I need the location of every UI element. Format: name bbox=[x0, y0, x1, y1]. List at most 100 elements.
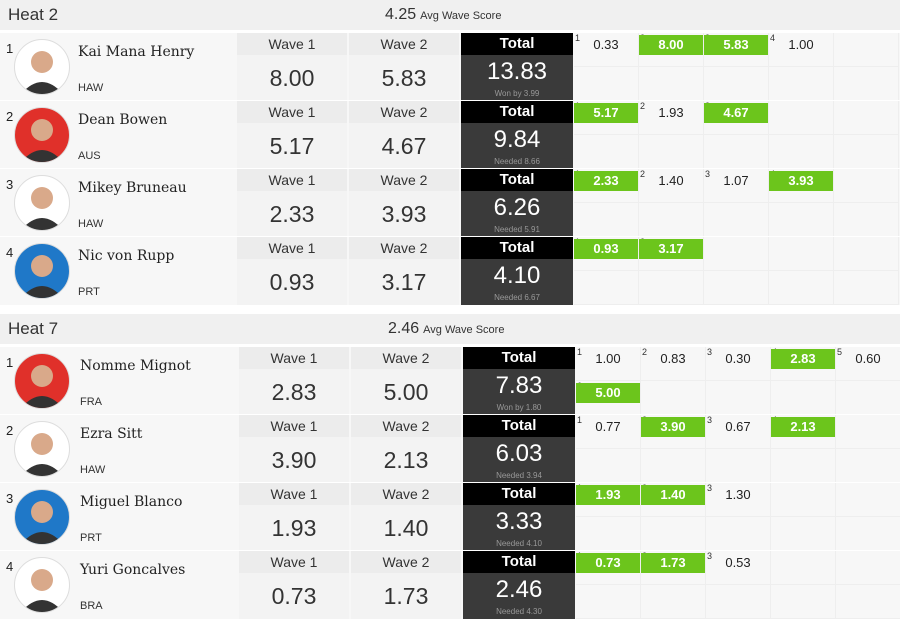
wave-number: 3 bbox=[707, 415, 713, 425]
wave-cell: 1 1.00 bbox=[576, 347, 641, 381]
wave-label: Wave 2 bbox=[351, 415, 461, 437]
wave-cell bbox=[769, 237, 834, 271]
wave-cell bbox=[836, 483, 900, 517]
total-box: 7.83 Won by 1.80 bbox=[463, 369, 575, 415]
wave-cell bbox=[771, 551, 836, 585]
wave: 0.67 bbox=[725, 419, 751, 434]
wave-number: 2 bbox=[640, 101, 646, 111]
counted-wave: 1.40 bbox=[641, 485, 705, 505]
wave: 1.30 bbox=[725, 487, 751, 502]
wave-cell bbox=[641, 449, 706, 483]
wave-number: 1 bbox=[575, 33, 581, 43]
total-note: Needed 8.66 bbox=[494, 157, 540, 166]
wave-cell: 3 0.53 bbox=[706, 551, 771, 585]
rank: 4 bbox=[6, 245, 14, 260]
wave-cell: 5 0.60 bbox=[836, 347, 900, 381]
surfer-row: 3 Mikey Bruneau HAW Wave 1 2.33 Wave 2 3.93 Tot… bbox=[0, 168, 900, 237]
wave-number: 2 bbox=[642, 347, 648, 357]
counted-wave: 5.00 bbox=[576, 383, 640, 403]
wave-score: 5.17 bbox=[237, 123, 347, 169]
wave-label: Wave 1 bbox=[237, 33, 347, 55]
total-label: Total bbox=[461, 33, 573, 55]
wave-number: 3 bbox=[707, 347, 713, 357]
wave-cell bbox=[769, 135, 834, 169]
counted-wave: 8.00 bbox=[639, 35, 703, 55]
total-score: 4.10 bbox=[493, 262, 541, 289]
wave-score: 5.00 bbox=[351, 369, 461, 415]
wave-label: Wave 2 bbox=[351, 551, 461, 573]
wave-number: 2 bbox=[640, 169, 646, 179]
country: FRA bbox=[80, 396, 102, 408]
wave-cell bbox=[771, 381, 836, 415]
wave-cell: 3 1.30 bbox=[706, 483, 771, 517]
total-note: Needed 6.67 bbox=[494, 293, 540, 302]
total-box: 4.10 Needed 6.67 bbox=[461, 259, 573, 305]
counted-wave: 3.93 bbox=[769, 171, 833, 191]
wave: 0.83 bbox=[660, 351, 686, 366]
wave-label: Wave 2 bbox=[349, 169, 459, 191]
wave-score: 1.93 bbox=[239, 505, 349, 551]
wave-cell bbox=[574, 271, 639, 305]
wave-cell bbox=[771, 449, 836, 483]
surfer-name: Nic von Rupp bbox=[78, 248, 175, 264]
wave-cell bbox=[834, 33, 899, 67]
avatar-icon bbox=[21, 119, 63, 162]
surfer-name: Ezra Sitt bbox=[80, 426, 143, 442]
wave-cell bbox=[706, 449, 771, 483]
wave-score: 3.17 bbox=[349, 259, 459, 305]
wave-cell bbox=[834, 135, 899, 169]
counted-wave: 3.17 bbox=[639, 239, 703, 259]
wave-cell bbox=[769, 271, 834, 305]
total-label: Total bbox=[463, 483, 575, 505]
surfer-row: 4 Nic von Rupp PRT Wave 1 0.93 Wave 2 3.17 Tota… bbox=[0, 236, 900, 305]
wave-label: Wave 1 bbox=[239, 347, 349, 369]
wave: 0.30 bbox=[725, 351, 751, 366]
wave-label: Wave 1 bbox=[237, 237, 347, 259]
wave-cell bbox=[771, 585, 836, 619]
avatar bbox=[14, 353, 70, 409]
wave-score: 0.73 bbox=[239, 573, 349, 619]
avatar bbox=[14, 421, 70, 477]
total-note: Needed 5.91 bbox=[494, 225, 540, 234]
total-score: 3.33 bbox=[495, 508, 543, 535]
wave-score: 8.00 bbox=[237, 55, 347, 101]
counted-wave: 1.73 bbox=[641, 553, 705, 573]
wave-cell: 10.73 bbox=[576, 551, 641, 585]
total-score: 13.83 bbox=[486, 58, 548, 85]
wave-cell bbox=[834, 169, 899, 203]
wave-cell: 12.33 bbox=[574, 169, 639, 203]
total-box: 6.03 Needed 3.94 bbox=[463, 437, 575, 483]
wave-cell bbox=[639, 67, 704, 101]
surfer-row: 3 Miguel Blanco PRT Wave 1 1.93 Wave 2 1.40 Tot… bbox=[0, 482, 900, 551]
wave-cell bbox=[834, 271, 899, 305]
wave-cell: 21.73 bbox=[641, 551, 706, 585]
surfer-row: 4 Yuri Goncalves BRA Wave 1 0.73 Wave 2 1.73 To… bbox=[0, 550, 900, 619]
total-note: Needed 4.10 bbox=[496, 539, 542, 548]
total-score: 2.46 bbox=[495, 576, 543, 603]
country: HAW bbox=[78, 218, 104, 230]
wave-cell: 42.83 bbox=[771, 347, 836, 381]
country: PRT bbox=[78, 286, 100, 298]
avg-value: 4.25 bbox=[385, 6, 417, 23]
wave-score: 2.13 bbox=[351, 437, 461, 483]
country: HAW bbox=[78, 82, 104, 94]
avatar bbox=[14, 557, 70, 613]
counted-wave: 2.83 bbox=[771, 349, 835, 369]
wave-cell: 35.83 bbox=[704, 33, 769, 67]
total-label: Total bbox=[461, 101, 573, 123]
avatar-icon bbox=[21, 51, 63, 94]
wave-cell bbox=[704, 135, 769, 169]
wave-cell: 15.17 bbox=[574, 101, 639, 135]
country: HAW bbox=[80, 464, 106, 476]
total-label: Total bbox=[463, 415, 575, 437]
avatar-icon bbox=[21, 501, 63, 544]
avatar-icon bbox=[21, 365, 63, 408]
wave: 1.93 bbox=[658, 105, 684, 120]
wave-cell bbox=[574, 67, 639, 101]
avatar-icon bbox=[21, 569, 63, 612]
wave-cell bbox=[836, 415, 900, 449]
wave-number: 4 bbox=[770, 33, 776, 43]
wave-score: 2.33 bbox=[237, 191, 347, 237]
total-label: Total bbox=[463, 347, 575, 369]
